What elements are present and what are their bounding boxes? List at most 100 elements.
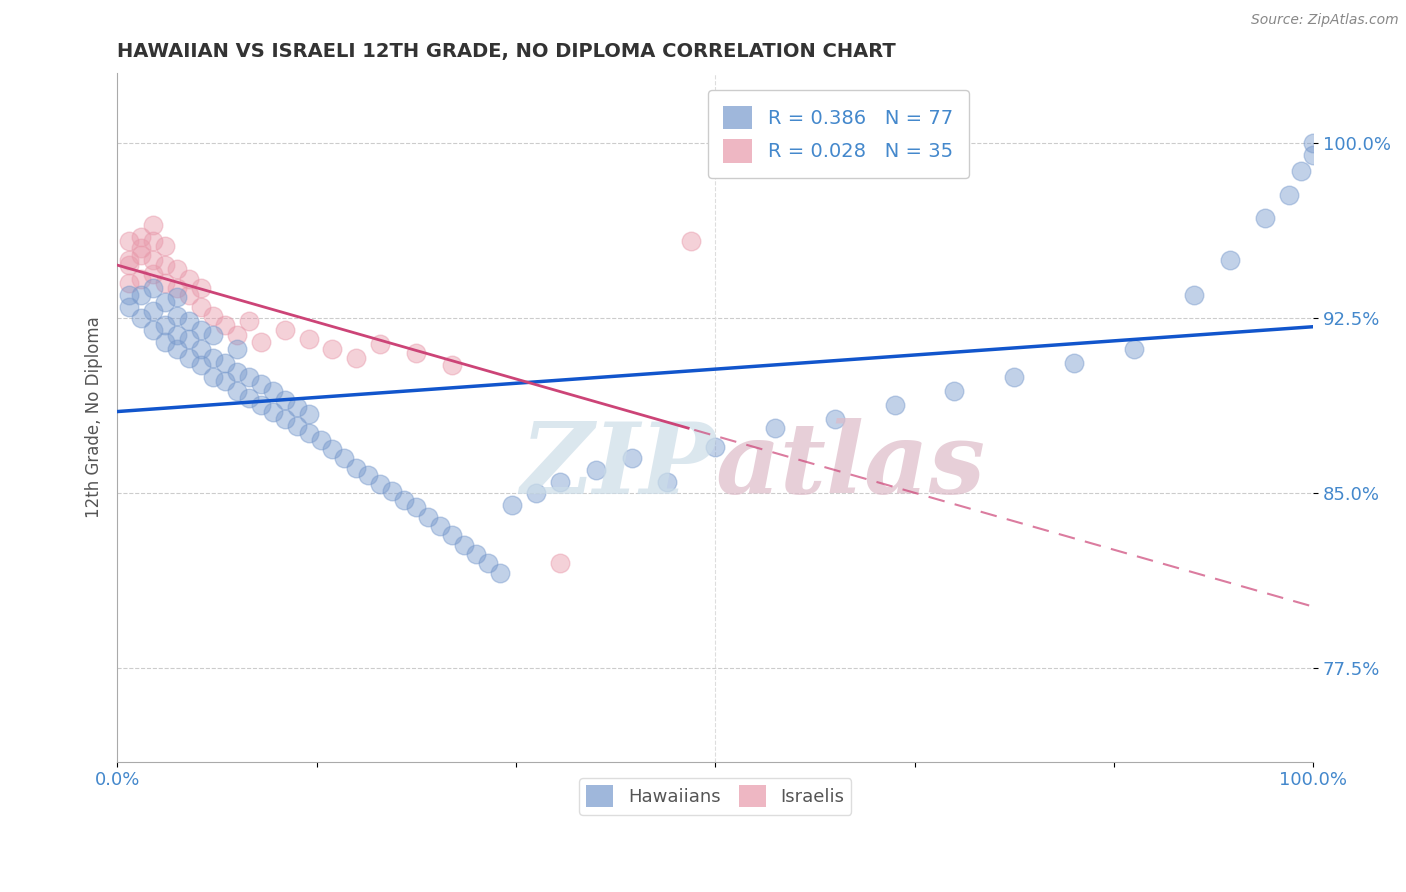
Point bbox=[1002, 369, 1025, 384]
Point bbox=[238, 391, 260, 405]
Point bbox=[225, 327, 247, 342]
Point bbox=[489, 566, 512, 580]
Point bbox=[273, 393, 295, 408]
Point bbox=[405, 346, 427, 360]
Point bbox=[441, 528, 464, 542]
Point bbox=[225, 365, 247, 379]
Text: ZIP: ZIP bbox=[520, 417, 716, 514]
Point bbox=[763, 421, 786, 435]
Point bbox=[1302, 148, 1324, 162]
Point bbox=[201, 351, 224, 365]
Point bbox=[129, 229, 152, 244]
Text: Source: ZipAtlas.com: Source: ZipAtlas.com bbox=[1251, 13, 1399, 28]
Point bbox=[273, 323, 295, 337]
Point bbox=[585, 463, 607, 477]
Point bbox=[142, 281, 165, 295]
Point bbox=[548, 475, 571, 489]
Point bbox=[142, 304, 165, 318]
Point bbox=[118, 235, 141, 249]
Point bbox=[118, 300, 141, 314]
Point bbox=[142, 218, 165, 232]
Point bbox=[1278, 187, 1301, 202]
Point bbox=[118, 277, 141, 291]
Point bbox=[214, 356, 236, 370]
Point bbox=[190, 358, 212, 372]
Point bbox=[273, 411, 295, 425]
Point bbox=[190, 300, 212, 314]
Point bbox=[166, 262, 188, 277]
Point bbox=[1182, 288, 1205, 302]
Point bbox=[1063, 356, 1085, 370]
Point bbox=[166, 327, 188, 342]
Point bbox=[943, 384, 966, 398]
Point bbox=[285, 418, 308, 433]
Point bbox=[153, 334, 176, 349]
Point bbox=[166, 290, 188, 304]
Point bbox=[357, 467, 380, 482]
Point bbox=[142, 267, 165, 281]
Point bbox=[142, 253, 165, 268]
Point bbox=[118, 288, 141, 302]
Point bbox=[441, 358, 464, 372]
Point bbox=[153, 318, 176, 333]
Point bbox=[657, 475, 679, 489]
Point bbox=[429, 519, 451, 533]
Point bbox=[381, 484, 404, 499]
Text: HAWAIIAN VS ISRAELI 12TH GRADE, NO DIPLOMA CORRELATION CHART: HAWAIIAN VS ISRAELI 12TH GRADE, NO DIPLO… bbox=[117, 42, 896, 61]
Point bbox=[297, 333, 319, 347]
Point bbox=[370, 337, 392, 351]
Point bbox=[166, 309, 188, 323]
Point bbox=[153, 258, 176, 272]
Point bbox=[704, 440, 727, 454]
Point bbox=[405, 500, 427, 515]
Point bbox=[321, 442, 343, 456]
Point bbox=[118, 253, 141, 268]
Point bbox=[262, 384, 284, 398]
Point bbox=[225, 342, 247, 356]
Point bbox=[225, 384, 247, 398]
Point bbox=[262, 405, 284, 419]
Point bbox=[285, 400, 308, 414]
Point bbox=[370, 477, 392, 491]
Point bbox=[548, 557, 571, 571]
Point bbox=[177, 288, 200, 302]
Point bbox=[177, 333, 200, 347]
Point bbox=[249, 398, 271, 412]
Point bbox=[177, 272, 200, 286]
Point bbox=[238, 369, 260, 384]
Point bbox=[394, 493, 416, 508]
Point bbox=[524, 486, 547, 500]
Point bbox=[201, 327, 224, 342]
Point bbox=[418, 509, 440, 524]
Point bbox=[477, 557, 499, 571]
Point bbox=[501, 498, 523, 512]
Point bbox=[1302, 136, 1324, 151]
Point bbox=[214, 318, 236, 333]
Point bbox=[190, 342, 212, 356]
Point bbox=[118, 258, 141, 272]
Point bbox=[1122, 342, 1144, 356]
Point bbox=[344, 460, 367, 475]
Legend: Hawaiians, Israelis: Hawaiians, Israelis bbox=[579, 778, 851, 814]
Point bbox=[129, 248, 152, 262]
Point bbox=[129, 272, 152, 286]
Point bbox=[249, 376, 271, 391]
Point bbox=[344, 351, 367, 365]
Point bbox=[142, 323, 165, 337]
Point bbox=[177, 351, 200, 365]
Point bbox=[201, 369, 224, 384]
Point bbox=[883, 398, 905, 412]
Point bbox=[681, 235, 703, 249]
Point bbox=[465, 547, 488, 561]
Point bbox=[1291, 164, 1313, 178]
Point bbox=[333, 451, 356, 466]
Y-axis label: 12th Grade, No Diploma: 12th Grade, No Diploma bbox=[86, 317, 103, 518]
Point bbox=[453, 538, 475, 552]
Point bbox=[238, 314, 260, 328]
Point bbox=[620, 451, 643, 466]
Point bbox=[190, 281, 212, 295]
Point bbox=[153, 277, 176, 291]
Point bbox=[129, 242, 152, 256]
Point bbox=[824, 411, 846, 425]
Point bbox=[129, 288, 152, 302]
